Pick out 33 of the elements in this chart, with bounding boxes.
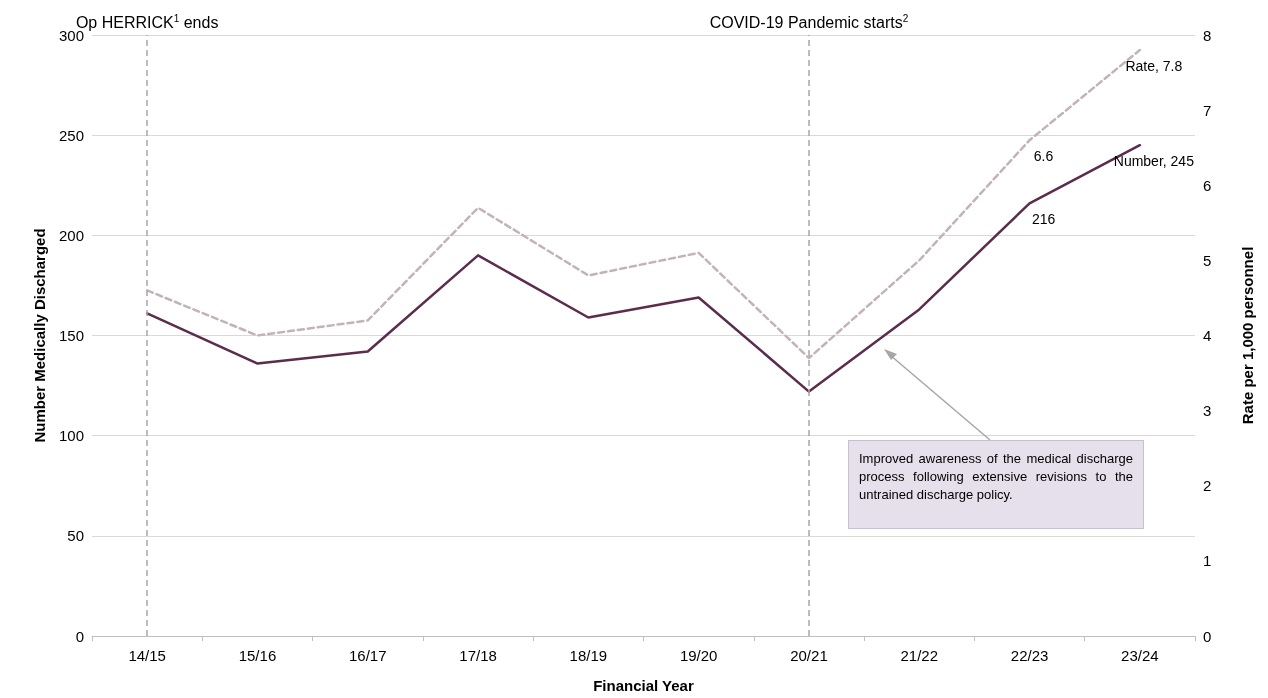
y-tick-label: 200 — [58, 226, 84, 244]
y2-tick-label: 5 — [1203, 251, 1212, 269]
y2-tick-label: 8 — [1203, 26, 1212, 44]
y2-tick-label: 2 — [1203, 477, 1212, 495]
x-tick-label: 21/22 — [900, 647, 939, 664]
x-tick-label: 17/18 — [459, 647, 497, 664]
y-tick-label: 250 — [58, 126, 84, 144]
y-tick-label: 0 — [75, 627, 84, 645]
y2-tick-label: 4 — [1203, 327, 1212, 344]
y2-tick-label: 7 — [1203, 101, 1212, 119]
y2-tick-label: 1 — [1203, 552, 1212, 570]
data-label: Rate, 7.8 — [1125, 58, 1183, 75]
y2-tick-label: 6 — [1203, 176, 1212, 194]
x-axis-title: Financial Year — [593, 677, 694, 694]
y2-tick-label: 0 — [1203, 627, 1212, 645]
y-tick-label: 100 — [58, 427, 84, 445]
y2-tick-label: 3 — [1203, 402, 1212, 420]
y-axis-title: Number Medically Discharged — [31, 228, 48, 443]
x-tick-label: 23/24 — [1121, 647, 1159, 664]
x-tick-label: 22/23 — [1010, 647, 1049, 664]
data-label: 216 — [1031, 211, 1056, 228]
x-tick-label: 14/15 — [128, 647, 166, 664]
y-tick-label: 150 — [58, 327, 84, 344]
x-tick-label: 18/19 — [569, 647, 608, 664]
data-label: Number, 245 — [1113, 153, 1195, 170]
y2-axis-title: Rate per 1,000 personnel — [1239, 246, 1256, 425]
x-tick-label: 15/16 — [238, 647, 277, 664]
x-tick-label: 16/17 — [348, 647, 387, 664]
x-tick-label: 20/21 — [790, 647, 828, 664]
data-label: 6.6 — [1033, 148, 1054, 165]
x-tick-label: 19/20 — [679, 647, 718, 664]
y-tick-label: 50 — [67, 527, 84, 545]
note-box: Improved awareness of the medical discharge process following extensive revisions to the untrained discharge policy. — [848, 440, 1144, 529]
